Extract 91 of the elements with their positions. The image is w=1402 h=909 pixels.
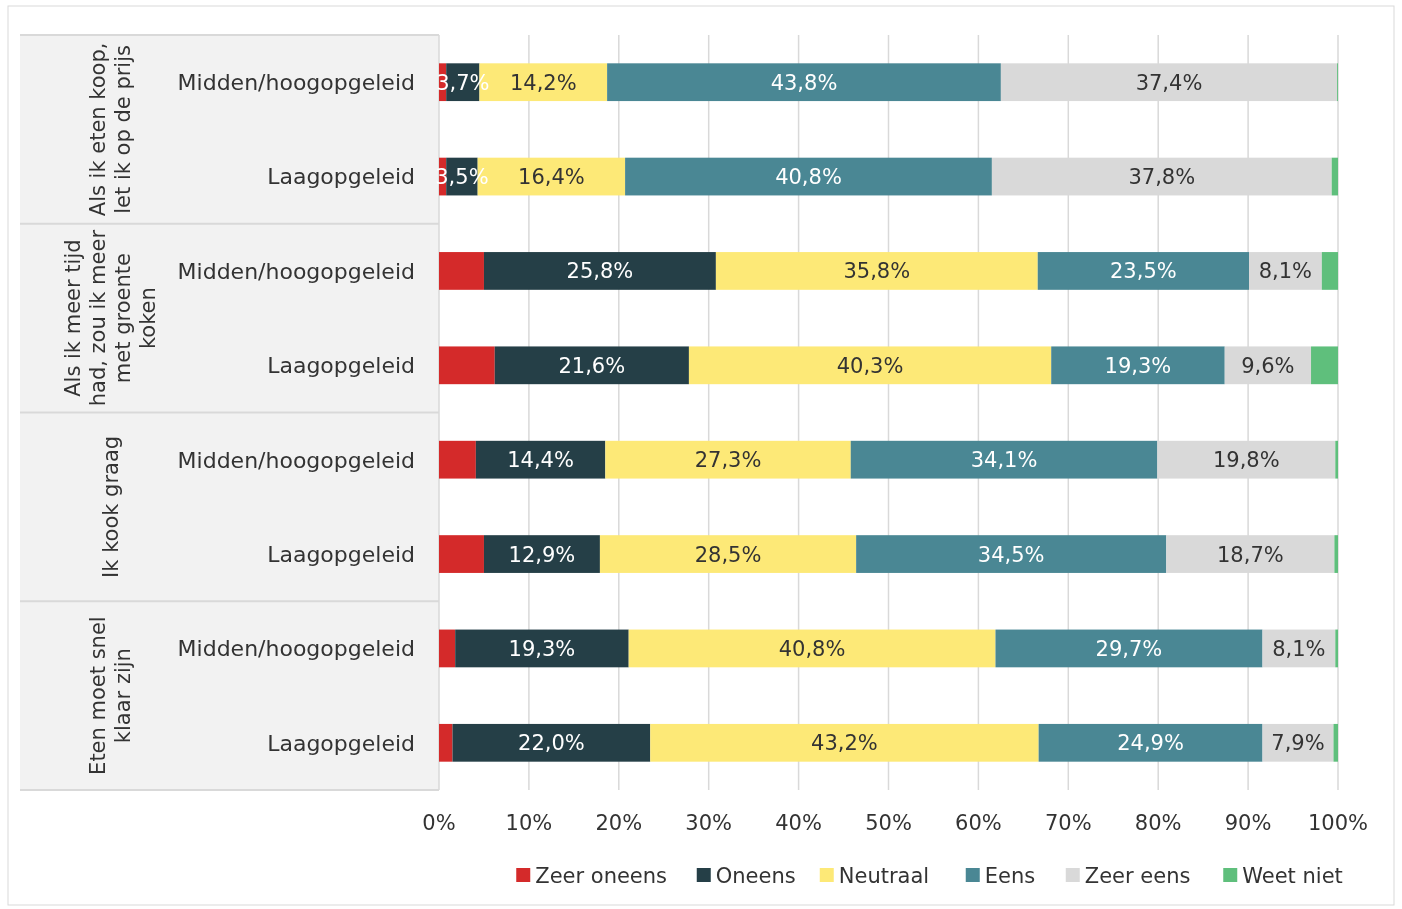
x-tick-label: 10% [505,810,553,835]
data-label: 24,9% [1117,731,1184,756]
x-tick-label: 100% [1307,810,1369,835]
legend-label: Eens [984,863,1036,888]
bar [1334,535,1338,573]
bar [452,723,651,762]
bar [483,252,716,290]
x-tick-label: 0% [422,810,456,835]
y-tick-label: Midden/hoogopgeleid [177,447,415,473]
bar [475,440,606,479]
x-tick-label: 70% [1044,810,1092,835]
legend-label: Zeer oneens [535,863,668,888]
data-label: 9,6% [1241,353,1295,378]
text: Eten moet snel klaar zijn [86,616,136,775]
bar [1037,252,1249,290]
data-label: 27,3% [694,448,762,473]
bar [1335,440,1338,479]
x-tick-label: 20% [595,810,643,835]
bar [995,629,1263,668]
x-tick-label: 60% [955,810,1002,835]
legend-label: Zeer eens [1084,863,1191,888]
data-label: 35,8% [843,259,911,284]
legend-label: Oneens [715,863,796,888]
bar [607,63,1001,102]
x-tick-label: 30% [685,810,733,835]
bar [599,535,857,573]
bar [628,629,996,668]
y-tick-label: Midden/hoogopgeleid [177,636,415,662]
data-label: 21,6% [558,353,626,378]
y-tick-label: Midden/hoogopgeleid [177,70,415,96]
bar [439,723,453,762]
y-tick-label: Laagopgeleid [267,353,415,379]
bar [494,346,689,385]
bar [1311,346,1338,385]
data-label: 34,5% [977,542,1045,567]
legend-label: Neutraal [838,863,930,888]
data-label: 14,4% [507,448,574,473]
text: Ik kook graag [98,435,123,578]
data-label: 29,7% [1095,637,1163,661]
data-label: 28,5% [694,542,762,567]
data-label: 43,8% [770,70,838,95]
bar [1038,723,1263,762]
data-label: 8,1% [1272,637,1326,661]
x-tick-label: 80% [1134,810,1182,835]
x-tick-label: 90% [1224,810,1272,835]
data-label: 37,4% [1135,70,1203,95]
bar [1335,629,1338,668]
bar [439,629,456,668]
data-label: 43,2% [811,731,878,756]
bar [688,346,1052,385]
data-label: 19,8% [1212,448,1280,473]
x-tick-label: 40% [775,810,822,835]
legend-label: Weet niet [1242,863,1343,888]
bar [483,535,600,573]
bar [856,535,1167,573]
data-label: 22,0% [518,731,585,756]
bar [1051,346,1225,385]
y-tick-label: Laagopgeleid [267,730,415,756]
bar [439,535,484,573]
data-label: 19,3% [508,637,576,661]
bar [439,346,495,385]
data-label: 18,7% [1216,542,1284,567]
bar [455,629,629,668]
data-label: 8,1% [1258,259,1313,284]
y-tick-label: Laagopgeleid [267,541,415,567]
y-tick-label: Laagopgeleid [267,164,415,190]
data-label: 23,5% [1110,259,1177,284]
text: Als ik meer tijd had, zou ik meer met groente koken [61,229,161,407]
bar [439,252,484,290]
data-label: 37,8% [1128,165,1196,190]
data-label: 19,3% [1104,353,1172,378]
data-label: 40,8% [775,165,842,190]
text: Als ik eten koop, let ik op de prijs [86,42,136,217]
bar [605,440,851,479]
bar [625,157,992,196]
bar [1321,252,1338,290]
x-tick-label: 50% [865,810,912,835]
data-label: 14,2% [509,70,577,95]
data-label: 25,8% [566,259,634,284]
data-label: 7,9% [1271,731,1325,756]
y-tick-label: Midden/hoogopgeleid [177,258,415,284]
bar [439,440,476,479]
data-label: 40,3% [836,353,904,378]
bar [650,723,1039,762]
bar [715,252,1038,290]
data-label: 34,1% [970,448,1038,473]
data-label: 12,9% [508,542,576,567]
data-label: 40,8% [778,637,846,661]
data-label: 16,4% [518,165,585,190]
bar [1331,157,1338,196]
bar [850,440,1158,479]
